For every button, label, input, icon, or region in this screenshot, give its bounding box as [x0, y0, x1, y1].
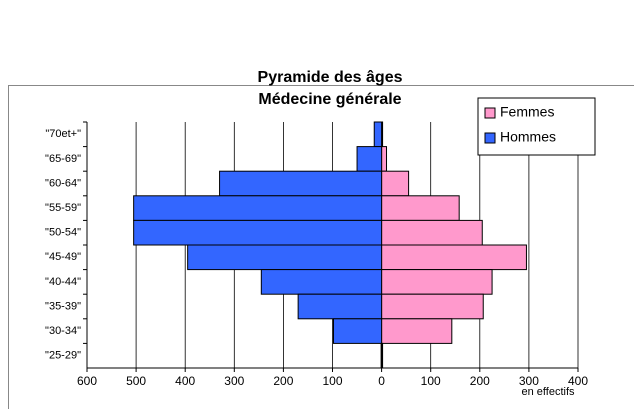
y-tick-label: "40-44": [45, 276, 81, 288]
x-axis-label: en effectifs: [522, 386, 575, 398]
legend-label: Femmes: [500, 104, 554, 120]
x-tick-label: 400: [568, 374, 588, 388]
x-tick-label: 100: [421, 374, 441, 388]
x-tick-label: 400: [175, 374, 195, 388]
bar: [356, 146, 383, 172]
x-tick-label: 0: [378, 374, 385, 388]
bar: [381, 244, 527, 271]
y-tick-label: "65-69": [45, 153, 81, 165]
bar: [219, 170, 383, 197]
chart-title: Pyramide des âges: [258, 69, 403, 86]
bar: [381, 318, 453, 344]
x-tick-label: 300: [224, 374, 244, 388]
legend-label: Hommes: [500, 129, 556, 145]
x-tick-label: 300: [519, 374, 539, 388]
legend-swatch: [484, 107, 496, 119]
bar: [381, 170, 410, 197]
y-tick-label: "50-54": [45, 227, 81, 239]
y-tick-label: "55-59": [45, 202, 81, 214]
bar: [381, 269, 493, 295]
y-tick-label: "25-29": [45, 350, 81, 362]
y-tick-label: "45-49": [45, 251, 81, 263]
bar: [133, 195, 383, 221]
y-tick-label: "60-64": [45, 177, 81, 189]
y-tick-label: "35-39": [45, 300, 81, 312]
x-tick-label: 200: [273, 374, 293, 388]
x-tick-label: 200: [470, 374, 490, 388]
bar: [332, 318, 383, 344]
chart-subtitle: Médecine générale: [258, 91, 401, 108]
bar: [260, 269, 383, 295]
bar: [297, 293, 383, 320]
bar: [373, 121, 383, 148]
x-tick-label: 100: [322, 374, 342, 388]
bar: [381, 219, 483, 246]
bar: [381, 146, 388, 172]
bar: [133, 219, 383, 246]
x-tick-label: 600: [77, 374, 97, 388]
bar: [381, 293, 484, 320]
legend-swatch: [484, 132, 496, 144]
chart-frame: [8, 85, 634, 409]
legend-box: [477, 97, 596, 156]
bar: [187, 244, 383, 271]
y-tick-label: "30-34": [45, 325, 81, 337]
x-tick-label: 500: [126, 374, 146, 388]
bar: [381, 195, 460, 221]
y-tick-label: "70et+": [45, 128, 81, 140]
